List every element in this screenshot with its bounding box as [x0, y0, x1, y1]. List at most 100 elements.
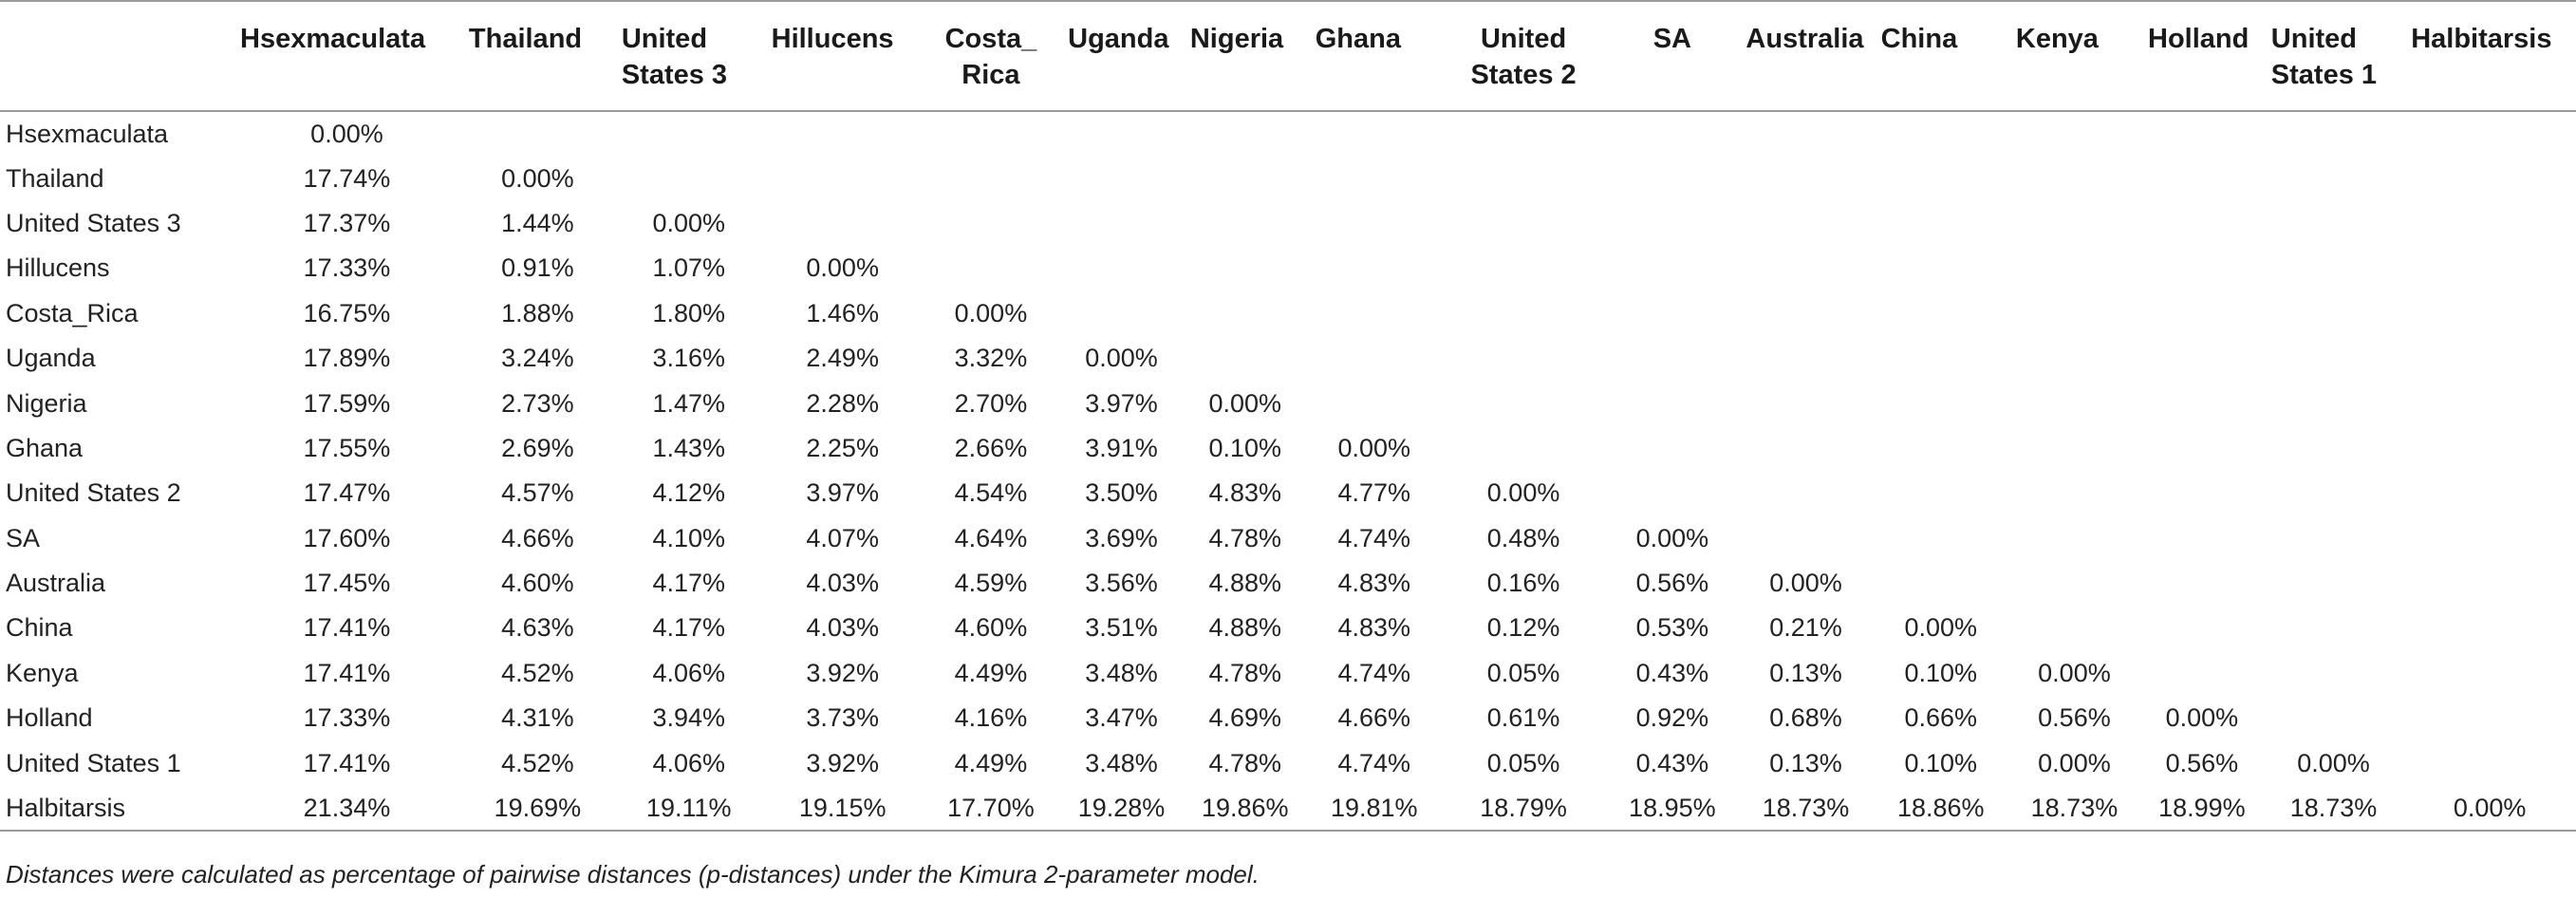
empty-cell — [2403, 606, 2576, 650]
distance-cell: 17.45% — [303, 569, 391, 598]
distance-cell: 4.03% — [806, 569, 879, 598]
table-row: Hillucens 17.33% 0.91% 1.07% 0.00% — [0, 246, 2576, 290]
distance-cell: 1.43% — [652, 433, 725, 462]
empty-cell — [1874, 471, 2008, 515]
distance-cell: 0.00% — [652, 208, 725, 237]
distance-cell: 4.60% — [954, 613, 1028, 643]
empty-cell — [1606, 156, 1738, 200]
distance-cell: 2.73% — [501, 388, 574, 418]
empty-cell — [2264, 471, 2403, 515]
empty-cell — [2140, 201, 2264, 246]
distance-cell: 18.86% — [1896, 793, 1985, 822]
distance-cell: 3.16% — [652, 344, 725, 373]
empty-cell — [2264, 516, 2403, 561]
empty-cell — [1606, 381, 1738, 425]
empty-cell — [1308, 201, 1441, 246]
distance-cell: 0.13% — [1769, 748, 1842, 777]
distance-cell: 2.25% — [806, 433, 879, 462]
empty-cell — [764, 156, 922, 200]
distance-cell: 2.70% — [954, 388, 1028, 418]
table-row: Costa_Rica 16.75% 1.88% 1.80% 1.46% 0.00% — [0, 291, 2576, 336]
distance-cell: 3.32% — [954, 344, 1028, 373]
distance-cell: 3.48% — [1085, 658, 1158, 687]
distance-cell: 0.00% — [2453, 793, 2527, 822]
distance-cell: 4.16% — [954, 703, 1028, 733]
distance-cell: 0.00% — [1486, 478, 1560, 508]
empty-cell — [1183, 201, 1308, 246]
empty-cell — [461, 111, 614, 156]
distance-cell: 0.00% — [1904, 613, 1978, 643]
column-header: United States 3 — [621, 24, 728, 90]
distance-cell: 4.52% — [501, 658, 574, 687]
empty-cell — [2140, 516, 2264, 561]
distance-cell: 0.00% — [1208, 388, 1282, 418]
column-header: Halbitarsis — [2411, 24, 2552, 54]
empty-cell — [2008, 201, 2140, 246]
distance-cell: 4.49% — [954, 748, 1028, 777]
empty-cell — [2140, 561, 2264, 606]
empty-cell — [1874, 246, 2008, 290]
empty-cell — [1441, 201, 1606, 246]
empty-cell — [1874, 516, 2008, 561]
distance-cell: 3.94% — [652, 703, 725, 733]
distance-cell: 19.86% — [1201, 793, 1289, 822]
distance-cell: 3.91% — [1085, 433, 1158, 462]
distance-cell: 0.00% — [2038, 748, 2111, 777]
empty-cell — [2264, 606, 2403, 650]
table-row: China 17.41% 4.63% 4.17% 4.03% 4.60% 3.51% 4.88… — [0, 606, 2576, 650]
distance-cell: 4.77% — [1337, 478, 1411, 508]
column-header: Thailand — [468, 24, 583, 54]
distance-cell: 17.59% — [303, 388, 391, 418]
row-label: Thailand — [6, 163, 104, 193]
empty-cell — [2403, 561, 2576, 606]
distance-cell: 4.06% — [652, 748, 725, 777]
distance-cell: 3.92% — [806, 658, 879, 687]
distance-cell: 0.21% — [1769, 613, 1842, 643]
distance-cell: 4.17% — [652, 613, 725, 643]
empty-cell — [2008, 606, 2140, 650]
empty-cell — [2140, 111, 2264, 156]
distance-cell: 17.70% — [947, 793, 1035, 822]
distance-cell: 18.95% — [1629, 793, 1716, 822]
empty-cell — [1606, 471, 1738, 515]
empty-cell — [1738, 516, 1873, 561]
distance-cell: 0.68% — [1769, 703, 1842, 733]
distance-cell: 0.00% — [2297, 748, 2370, 777]
row-label: Australia — [6, 569, 106, 598]
distance-cell: 4.74% — [1337, 748, 1411, 777]
empty-cell — [2264, 426, 2403, 471]
distance-cell: 0.91% — [501, 253, 574, 283]
row-label: Nigeria — [6, 388, 87, 418]
column-header: Hillucens — [771, 24, 894, 54]
empty-cell — [764, 111, 922, 156]
empty-cell — [2008, 336, 2140, 381]
empty-cell — [1874, 426, 2008, 471]
empty-cell — [1738, 426, 1873, 471]
distance-cell: 4.07% — [806, 523, 879, 552]
empty-cell — [1606, 336, 1738, 381]
column-header: Australia — [1745, 24, 1864, 54]
table-row: Nigeria 17.59% 2.73% 1.47% 2.28% 2.70% 3.97% 0.… — [0, 381, 2576, 425]
empty-cell — [1738, 156, 1873, 200]
empty-cell — [2403, 516, 2576, 561]
empty-cell — [1183, 336, 1308, 381]
distance-cell: 0.00% — [1085, 344, 1158, 373]
column-header: Uganda — [1068, 24, 1169, 54]
empty-cell — [1060, 246, 1183, 290]
distance-cell: 2.66% — [954, 433, 1028, 462]
distance-cell: 4.17% — [652, 569, 725, 598]
distance-cell: 3.97% — [1085, 388, 1158, 418]
empty-cell — [1441, 111, 1606, 156]
distance-cell: 17.47% — [303, 478, 391, 508]
row-label: Halbitarsis — [6, 793, 126, 822]
distance-cell: 0.56% — [2038, 703, 2111, 733]
row-label: Kenya — [6, 658, 79, 687]
empty-cell — [2008, 111, 2140, 156]
distance-cell: 1.80% — [652, 298, 725, 327]
empty-cell — [2140, 651, 2264, 696]
distance-cell: 3.92% — [806, 748, 879, 777]
empty-cell — [2264, 111, 2403, 156]
empty-cell — [2008, 291, 2140, 336]
empty-cell — [2008, 561, 2140, 606]
column-header: United States 2 — [1470, 24, 1577, 90]
